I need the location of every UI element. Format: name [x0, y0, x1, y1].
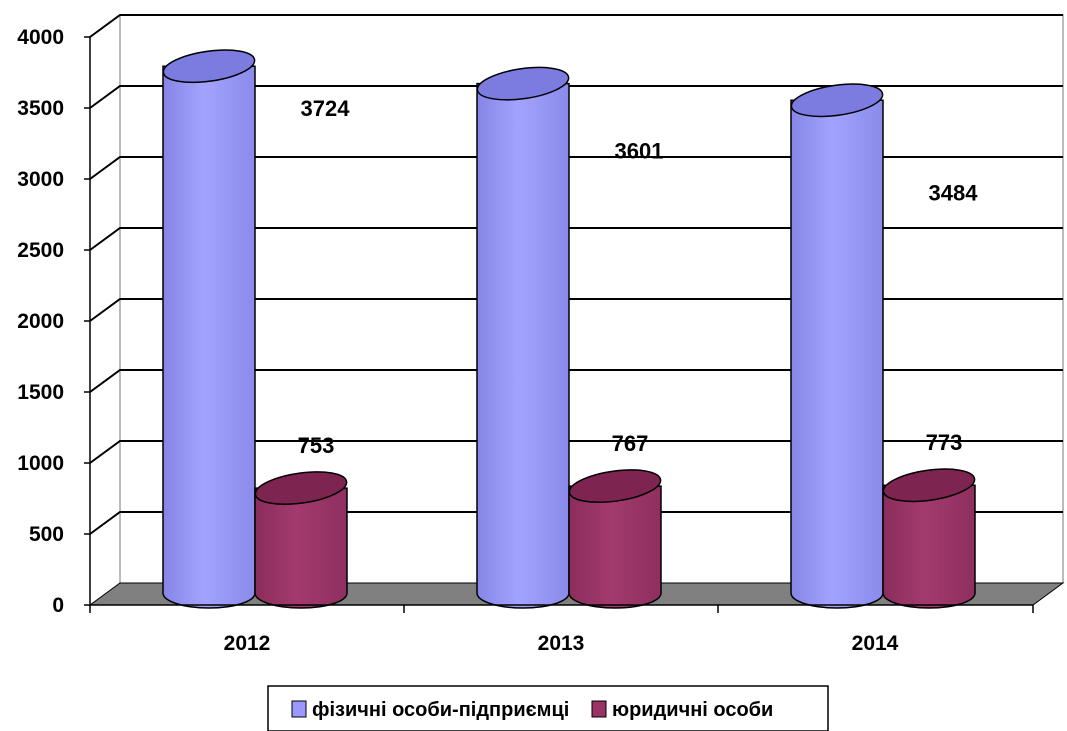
- cylinder-top: [254, 471, 348, 505]
- cylinder-body: [568, 485, 662, 609]
- y-tick-label: 0: [52, 594, 64, 617]
- gridline: [89, 511, 1063, 535]
- cylinder-bar: [162, 49, 256, 609]
- gridline: [89, 156, 1063, 180]
- x-tick-label: 2012: [224, 632, 271, 655]
- y-tick-label: 1500: [17, 381, 64, 404]
- cylinder-body: [162, 65, 256, 609]
- cylinder-body: [790, 99, 884, 609]
- cylinder-bar: [882, 468, 976, 609]
- data-label: 3724: [301, 96, 351, 121]
- x-tick-label: 2013: [538, 632, 585, 655]
- axes: 0 500 1000 1500 2000 2500 3000 3500 4000 2012 2013…: [17, 26, 1034, 655]
- y-tick-label: 3000: [17, 168, 64, 191]
- gridline: [89, 369, 1063, 393]
- gridlines: [89, 14, 1063, 535]
- cylinder-bar: [254, 471, 348, 609]
- cylinder-body: [882, 484, 976, 609]
- x-tick-label: 2014: [852, 632, 899, 655]
- cylinder-top: [162, 49, 256, 84]
- gridline: [89, 85, 1063, 109]
- legend: фізичні особи-підприємці юридичні особи: [267, 685, 829, 731]
- cylinder-top: [790, 83, 884, 118]
- gridline: [89, 298, 1063, 322]
- cylinder-top: [568, 469, 662, 504]
- legend-box: [267, 685, 829, 731]
- gridline: [89, 14, 1063, 38]
- legend-label: фізичні особи-підприємці: [312, 699, 569, 721]
- cylinder-body: [254, 487, 348, 609]
- data-label: 753: [298, 433, 335, 458]
- y-tick-label: 2500: [17, 239, 64, 262]
- cylinder-body: [476, 82, 570, 609]
- legend-label: юридичні особи: [612, 699, 773, 721]
- data-label: 3484: [929, 180, 979, 205]
- cylinder-top: [882, 468, 976, 503]
- data-label: 767: [612, 431, 649, 456]
- y-tick-label: 500: [29, 523, 64, 546]
- data-labels: 3724 3601 3484 753 767 773: [298, 96, 979, 458]
- legend-swatch: [291, 700, 307, 718]
- cylinder-bar: [476, 66, 570, 609]
- gridline: [89, 440, 1063, 464]
- gridline: [89, 227, 1063, 251]
- y-tick-label: 1000: [17, 452, 64, 475]
- cylinder-bar: [568, 469, 662, 609]
- legend-swatch: [591, 700, 607, 718]
- y-tick-label: 2000: [17, 310, 64, 333]
- data-label: 773: [926, 430, 963, 455]
- cylinder-bar: [790, 83, 884, 609]
- cylinder-top: [476, 66, 570, 101]
- y-tick-label: 4000: [17, 26, 64, 49]
- data-label: 3601: [615, 139, 664, 164]
- y-tick-label: 3500: [17, 97, 64, 120]
- bars: [162, 49, 976, 609]
